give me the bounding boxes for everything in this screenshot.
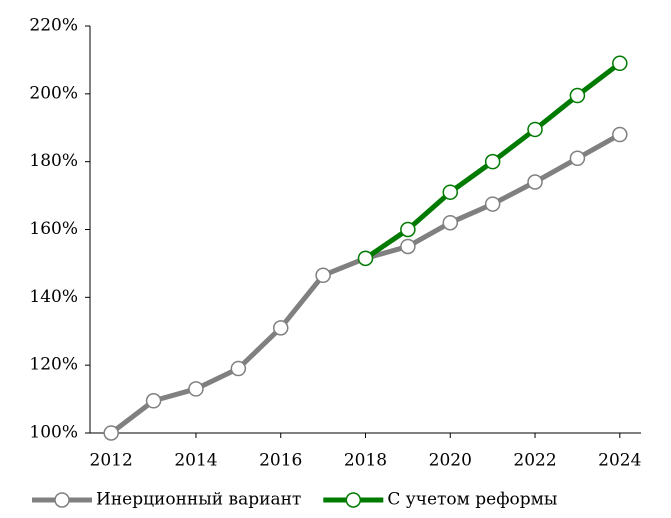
- point: [145, 393, 162, 409]
- x-tick-label: 2020: [429, 451, 472, 471]
- point: [527, 121, 543, 138]
- y-tick-label: 140%: [29, 287, 78, 307]
- legend-label: Инерционный вариант: [96, 490, 301, 510]
- legend-marker: [54, 492, 70, 508]
- point: [612, 55, 628, 72]
- point: [315, 267, 331, 284]
- point: [272, 320, 289, 336]
- x-tick-label: 2024: [598, 451, 641, 471]
- x-tick-label: 2018: [344, 451, 387, 471]
- y-tick-label: 200%: [29, 83, 78, 103]
- x-tick-label: 2014: [174, 451, 217, 471]
- x-tick-label: 2016: [259, 451, 302, 471]
- point: [400, 221, 416, 238]
- y-tick-label: 120%: [29, 355, 78, 375]
- x-tick-label: 2012: [90, 451, 133, 471]
- point: [400, 238, 416, 255]
- point: [569, 150, 586, 167]
- legend-label: С учетом реформы: [387, 490, 557, 510]
- point: [442, 214, 459, 231]
- point: [188, 381, 204, 397]
- point: [230, 360, 247, 377]
- x-tick-label: 2022: [513, 451, 556, 471]
- point: [484, 153, 501, 170]
- y-tick-label: 180%: [29, 151, 78, 171]
- point: [442, 184, 459, 200]
- series-line: [109, 132, 622, 435]
- point: [569, 87, 586, 104]
- y-tick-label: 160%: [29, 219, 78, 239]
- y-tick-label: 100%: [29, 423, 78, 443]
- point: [527, 174, 543, 190]
- point: [484, 196, 501, 212]
- legend-marker: [345, 492, 362, 508]
- point: [612, 126, 628, 143]
- y-tick-label: 220%: [29, 16, 78, 36]
- point: [357, 250, 374, 267]
- point: [103, 425, 119, 441]
